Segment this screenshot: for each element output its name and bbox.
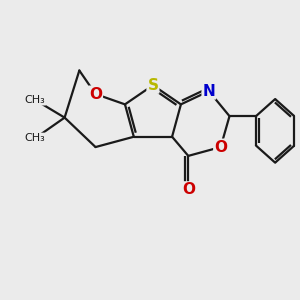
Text: O: O xyxy=(182,182,195,197)
Text: CH₃: CH₃ xyxy=(25,95,46,105)
Text: S: S xyxy=(147,78,158,93)
Text: CH₃: CH₃ xyxy=(25,133,46,143)
Text: N: N xyxy=(202,84,215,99)
Text: O: O xyxy=(214,140,227,154)
Text: O: O xyxy=(89,87,102,102)
